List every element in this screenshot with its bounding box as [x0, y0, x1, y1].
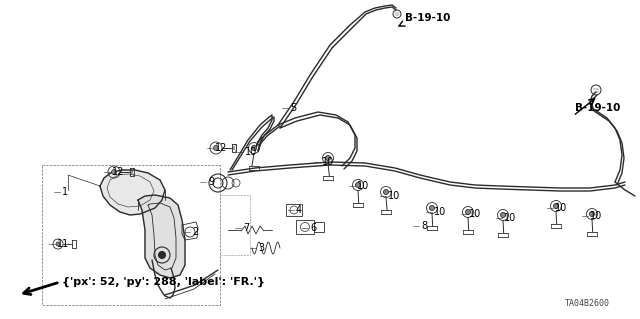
Polygon shape	[100, 170, 165, 215]
Text: 10: 10	[590, 211, 602, 221]
Text: 7: 7	[243, 223, 249, 233]
Text: B-19-10: B-19-10	[405, 13, 451, 23]
Text: 4: 4	[296, 205, 302, 215]
Text: 10: 10	[555, 203, 567, 213]
Text: 10: 10	[469, 209, 481, 219]
Text: 2: 2	[192, 227, 198, 237]
Circle shape	[355, 182, 360, 188]
Text: 10: 10	[388, 191, 400, 201]
Circle shape	[252, 145, 257, 151]
Bar	[296, 220, 314, 234]
Text: 10: 10	[245, 147, 257, 157]
Text: 11: 11	[57, 239, 69, 249]
Circle shape	[214, 145, 218, 151]
Polygon shape	[138, 195, 185, 278]
Text: TA04B2600: TA04B2600	[565, 299, 610, 308]
Text: 9: 9	[208, 177, 214, 187]
Text: 10: 10	[504, 213, 516, 223]
Circle shape	[429, 205, 435, 211]
Text: 10: 10	[434, 207, 446, 217]
Text: 5: 5	[290, 103, 296, 113]
Circle shape	[465, 210, 470, 214]
Text: 1: 1	[62, 187, 68, 197]
Circle shape	[159, 251, 166, 258]
Text: {'px': 52, 'py': 288, 'label': 'FR.'}: {'px': 52, 'py': 288, 'label': 'FR.'}	[62, 277, 265, 287]
Bar	[314, 222, 324, 232]
Bar	[286, 204, 302, 216]
Text: 8: 8	[421, 221, 427, 231]
Circle shape	[111, 169, 116, 174]
Text: 12: 12	[112, 167, 124, 177]
Circle shape	[500, 212, 506, 218]
Circle shape	[589, 211, 595, 217]
Text: 6: 6	[310, 223, 316, 233]
Circle shape	[383, 189, 388, 195]
Text: B-19-10: B-19-10	[575, 103, 620, 113]
Text: 10: 10	[322, 157, 334, 167]
Text: 3: 3	[258, 243, 264, 253]
Text: 12: 12	[215, 143, 227, 153]
Circle shape	[326, 155, 330, 160]
Text: 10: 10	[357, 181, 369, 191]
Circle shape	[554, 204, 559, 209]
Circle shape	[56, 242, 60, 246]
